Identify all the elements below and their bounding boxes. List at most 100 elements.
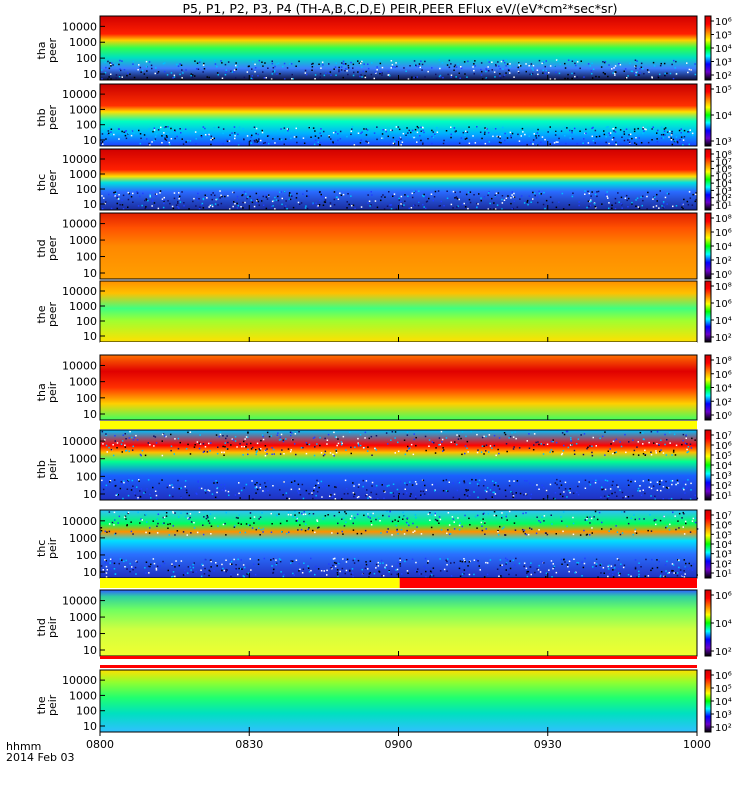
colorbar-tick-label: 10⁸ <box>715 150 732 161</box>
colorbar-tick-label: 10² <box>715 397 732 408</box>
colorbar-tick-label: 10² <box>715 71 732 82</box>
colorbar-tick-label: 10³ <box>715 550 732 561</box>
panel-label-species: peir <box>46 616 59 638</box>
y-tick-label: 1000 <box>69 300 97 313</box>
panel-label-species: peer <box>46 301 59 327</box>
colorbar-tick-label: 10⁴ <box>715 461 732 472</box>
colorbar-tick-label: 10⁵ <box>715 85 732 96</box>
colorbar-tick-label: 10⁷ <box>715 511 732 522</box>
colorbar-tick-label: 10⁴ <box>715 179 732 190</box>
colorbar-tick-label: 10⁵ <box>715 684 732 695</box>
panel-label: thb peir <box>35 458 59 480</box>
y-tick-label: 100 <box>76 52 97 65</box>
colorbar-tick-label: 10⁴ <box>715 384 732 395</box>
colorbar-tick-label: 10² <box>715 194 732 205</box>
y-tick-label: 100 <box>76 183 97 196</box>
colorbar <box>704 354 712 421</box>
colorbar-tick-label: 10³ <box>715 137 732 148</box>
y-tick-label: 10 <box>83 68 97 81</box>
y-tick-label: 1000 <box>69 453 97 466</box>
colorbar-tick-label: 10⁵ <box>715 31 732 42</box>
y-tick-label: 1000 <box>69 36 97 49</box>
y-tick-label: 10 <box>83 488 97 501</box>
y-tick-label: 10000 <box>62 153 97 166</box>
y-tick-label: 100 <box>76 392 97 405</box>
colorbar-tick-label: 10² <box>715 481 732 492</box>
y-tick-label: 1000 <box>69 234 97 247</box>
y-tick-label: 10 <box>83 134 97 147</box>
flag-strip-gap <box>100 659 697 665</box>
y-tick-label: 10000 <box>62 435 97 448</box>
colorbar-tick-label: 10¹ <box>715 569 732 580</box>
noise-speckle <box>101 190 697 210</box>
colorbar-tick-label: 10⁴ <box>715 44 732 55</box>
spectrogram-thc-peer <box>100 149 697 210</box>
colorbar-tick-label: 10⁶ <box>715 591 732 602</box>
y-tick-label: 10000 <box>62 20 97 33</box>
y-tick-label: 100 <box>76 470 97 483</box>
y-tick-label: 10000 <box>62 674 97 687</box>
colorbar-tick-label: 10⁸ <box>715 356 732 367</box>
y-tick-label: 10 <box>83 267 97 280</box>
colorbar <box>704 15 712 81</box>
panel-label-species: peer <box>46 235 59 261</box>
panel-label: the peer <box>35 301 59 327</box>
y-tick-label: 1000 <box>69 168 97 181</box>
panel-label: tha peer <box>35 37 59 63</box>
panel-label: thc peer <box>35 169 59 195</box>
y-tick-label: 10000 <box>62 595 97 608</box>
time-axis-label: hhmm <box>6 740 42 753</box>
colorbar-tick-label: 10⁴ <box>715 111 732 122</box>
time-tick-label: 0930 <box>534 738 562 751</box>
spectrogram-thd-peer <box>100 213 697 279</box>
spectrogram-the-peir <box>100 670 697 732</box>
y-tick-label: 10 <box>83 644 97 657</box>
y-tick-label: 1000 <box>69 689 97 702</box>
spectrogram-the-peer <box>100 281 697 342</box>
colorbar-tick-label: 10⁶ <box>715 299 732 310</box>
colorbar-tick-label: 10² <box>715 333 732 344</box>
y-tick-label: 1000 <box>69 103 97 116</box>
y-tick-label: 10 <box>83 198 97 211</box>
y-tick-label: 10000 <box>62 515 97 528</box>
colorbar-tick-label: 10⁶ <box>715 165 732 176</box>
colorbar-tick-label: 10⁶ <box>715 441 732 452</box>
colorbar-tick-label: 10² <box>715 559 732 570</box>
panel-label-species: peir <box>46 537 59 559</box>
colorbar-tick-label: 10⁵ <box>715 451 732 462</box>
spectrogram-thb-peir <box>100 430 697 500</box>
colorbar-tick-label: 10¹ <box>715 201 732 212</box>
colorbar-tick-label: 10⁸ <box>715 282 732 293</box>
colorbar-tick-label: 10⁵ <box>715 530 732 541</box>
date-label: 2014 Feb 03 <box>6 751 75 764</box>
colorbar-tick-label: 10⁸ <box>715 214 732 225</box>
noise-speckle <box>101 59 697 80</box>
y-tick-label: 10000 <box>62 359 97 372</box>
colorbar-tick-label: 10⁴ <box>715 242 732 253</box>
colorbar-tick-label: 10² <box>715 647 732 658</box>
panel-label-species: peir <box>46 458 59 480</box>
colorbar-tick-label: 10⁴ <box>715 540 732 551</box>
colorbar-tick-label: 10⁶ <box>715 370 732 381</box>
y-tick-label: 10 <box>83 566 97 579</box>
panel-label-species: peer <box>46 169 59 195</box>
y-tick-label: 100 <box>76 119 97 132</box>
panel-label: tha peir <box>35 381 59 402</box>
spectrogram-tha-peir <box>100 355 697 420</box>
panel-label-species: peer <box>46 37 59 63</box>
colorbar-tick-label: 10⁶ <box>715 671 732 682</box>
time-tick-label: 0900 <box>385 738 413 751</box>
spectrogram-tha-peer <box>100 16 697 80</box>
y-tick-label: 10000 <box>62 88 97 101</box>
colorbar <box>704 212 712 280</box>
time-tick-label: 0830 <box>235 738 263 751</box>
colorbar-tick-label: 10⁷ <box>715 157 732 168</box>
panel-label: thd peir <box>35 616 59 638</box>
colorbar-tick-label: 10³ <box>715 186 732 197</box>
colorbar-tick-label: 10² <box>715 256 732 267</box>
flag-strip-gap <box>100 345 697 349</box>
y-tick-label: 100 <box>76 251 97 264</box>
colorbar-tick-label: 10⁴ <box>715 697 732 708</box>
flag-strip <box>100 421 697 429</box>
y-tick-label: 10 <box>83 330 97 343</box>
